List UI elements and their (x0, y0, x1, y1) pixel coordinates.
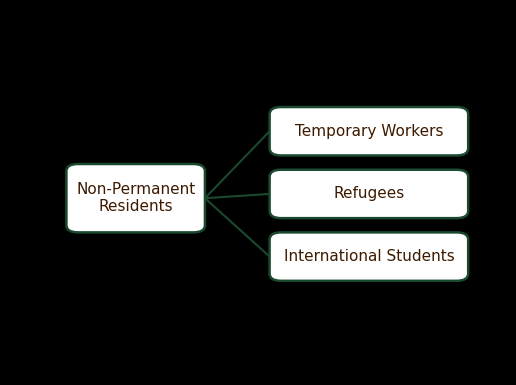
Text: Non-Permanent
Residents: Non-Permanent Residents (76, 182, 196, 214)
FancyBboxPatch shape (269, 107, 468, 156)
Text: Temporary Workers: Temporary Workers (295, 124, 443, 139)
FancyBboxPatch shape (269, 233, 468, 281)
FancyBboxPatch shape (67, 164, 205, 233)
Text: International Students: International Students (283, 249, 454, 264)
FancyBboxPatch shape (269, 170, 468, 218)
Text: Refugees: Refugees (333, 186, 405, 201)
